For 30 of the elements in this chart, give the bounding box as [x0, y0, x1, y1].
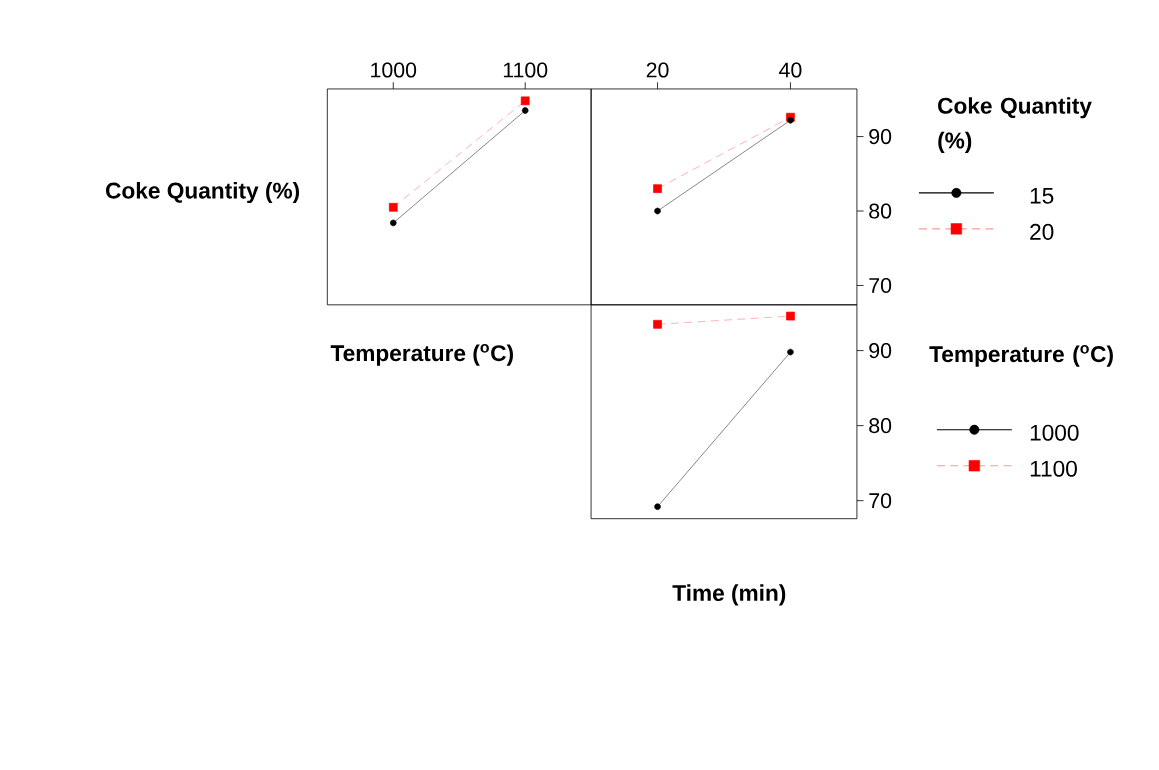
point — [521, 107, 529, 115]
point — [653, 184, 662, 194]
legend-label: 1000 — [1030, 424, 1079, 441]
legend-label: 20 — [1030, 224, 1054, 241]
point — [786, 311, 795, 321]
legend-title: Temperature ($^{o}$C) — [929, 345, 1113, 367]
y-tick-label: 70 — [869, 278, 892, 294]
y-tick-label: 80 — [869, 203, 892, 219]
point — [787, 349, 794, 356]
point — [787, 117, 794, 124]
x-axis-title: Time (min) — [672, 584, 786, 606]
legend-label: 1100 — [1030, 460, 1077, 477]
point — [520, 96, 530, 106]
point — [388, 203, 398, 212]
x-tick-label: 1100 — [503, 62, 548, 78]
point — [653, 320, 662, 329]
x-tick-label: 40 — [779, 62, 802, 78]
y-tick-label: 90 — [869, 343, 892, 359]
y-tick-label: 70 — [869, 493, 892, 509]
point — [654, 207, 661, 215]
legend-label: 15 — [1030, 188, 1054, 205]
y-tick-label: 90 — [869, 129, 892, 145]
y-axis-title: Coke Quantity (%) — [106, 182, 300, 204]
y-tick-label: 80 — [869, 418, 892, 434]
legend-title: Coke Quantity (%) — [938, 97, 1092, 154]
point — [654, 503, 661, 511]
x-axis-title: Temperature ($^{o}$C) — [330, 344, 513, 366]
point — [390, 219, 397, 227]
x-tick-label: 20 — [646, 62, 669, 78]
x-tick-label: 1000 — [371, 62, 417, 78]
